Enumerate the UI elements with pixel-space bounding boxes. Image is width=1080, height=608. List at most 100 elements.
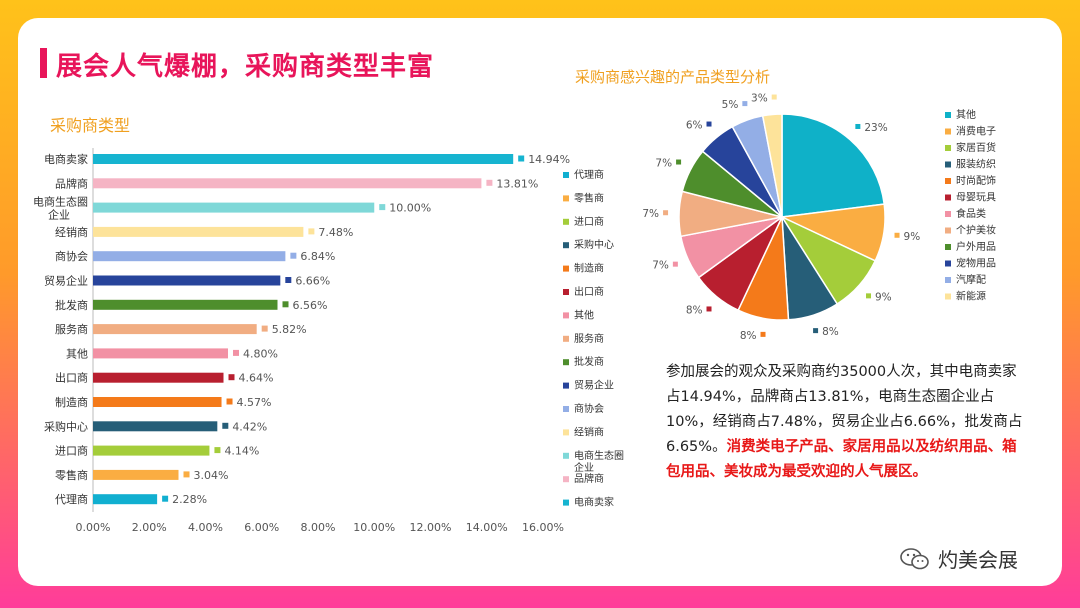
pie-value-label-4: 8% [822,326,839,338]
bar-legend-label-3: 进口商 [574,215,604,228]
pie-label-marker-5 [760,331,766,337]
bar-value-label-2: 13.81% [496,177,538,190]
bar-legend-label-7: 其他 [574,308,594,321]
bar-legend-swatch-4 [563,242,569,249]
bar-legend-swatch-2 [563,195,569,202]
bar-category-label-3: 电商生态圈 [33,195,88,209]
bar-value-marker-10 [228,374,235,381]
bar-category-label-13: 进口商 [55,444,88,458]
pie-label-marker-12 [771,94,777,100]
pie-legend-label-5: 时尚配饰 [956,174,996,187]
pie-label-marker-3 [866,293,872,299]
bar-legend-label-10: 贸易企业 [574,379,614,392]
bar-value-label-9: 4.80% [243,347,278,360]
bar-12 [93,421,218,432]
bar-x-tick-1: 2.00% [132,521,167,534]
bar-legend-label-4: 采购中心 [574,238,614,251]
bar-5 [93,251,286,262]
bar-legend-swatch-1 [563,172,569,178]
bar-category-label-7: 批发商 [55,298,88,312]
bar-legend-swatch-15 [563,499,569,506]
bar-x-tick-3: 6.00% [244,521,279,534]
bar-legend-label-8: 服务商 [574,332,604,345]
bar-legend-swatch-11 [563,406,569,412]
pie-value-label-7: 7% [652,260,669,272]
bar-x-tick-7: 14.00% [466,521,508,534]
pie-value-label-3: 9% [875,291,892,303]
bar-13 [93,445,210,456]
pie-label-marker-7 [672,261,678,267]
pie-legend-swatch-3 [945,145,951,151]
bar-legend-label-14: 品牌商 [574,472,604,485]
pie-legend-label-7: 食品类 [956,207,986,220]
bar-value-marker-6 [285,277,292,283]
bar-category-label-5: 商协会 [55,249,88,263]
bar-legend-swatch-14 [563,476,569,483]
title-accent-bar [40,48,47,78]
bar-category-label-14: 零售商 [55,468,88,482]
pie-label-marker-1 [855,123,861,129]
bar-1 [93,154,514,164]
pie-label-marker-6 [706,306,712,312]
bar-value-label-4: 7.48% [318,226,353,239]
bar-category-label-9: 其他 [66,347,88,360]
bar-10 [93,372,224,383]
bar-3 [93,202,375,213]
pie-legend-swatch-8 [945,227,951,234]
bar-value-marker-11 [226,398,233,405]
bar-chart-title: 采购商类型 [50,116,131,135]
bar-legend-label-6: 出口商 [574,285,604,298]
bar-value-label-13: 4.14% [224,445,259,458]
bar-legend-label-1: 代理商 [574,168,604,181]
bar-legend-swatch-10 [563,382,569,389]
bar-legend-swatch-6 [563,289,569,295]
bar-value-label-14: 3.04% [194,469,229,482]
bar-7 [93,299,278,310]
description-text: 参加展会的观众及采购商约35000人次，其中电商卖家占14.94%，品牌商占13… [666,360,1026,485]
bar-legend-label-13: 电商生态圈 [574,449,624,462]
bar-value-marker-3 [379,204,386,211]
bar-8 [93,324,257,335]
pie-legend-swatch-11 [945,277,951,283]
pie-legend-label-2: 消费电子 [956,125,996,138]
bar-4 [93,226,304,237]
pie-label-marker-8 [663,210,669,216]
bar-value-marker-7 [282,301,289,308]
pie-legend-label-8: 个护美妆 [956,224,996,237]
pie-slice-1 [781,113,886,218]
pie-legend-swatch-7 [945,211,951,217]
description-normal: 参加展会的观众及采购商约35000人次，其中电商卖家占14.94%，品牌商占13… [666,364,1023,455]
pie-chart-title: 采购商感兴趣的产品类型分析 [575,68,771,86]
bar-x-tick-0: 0.00% [76,521,111,534]
bar-legend-swatch-12 [563,429,569,436]
bar-value-label-12: 4.42% [232,420,267,433]
bar-category-label-4: 经销商 [55,225,88,239]
bar-value-label-1: 14.94% [528,153,570,166]
pie-legend-swatch-5 [945,178,951,184]
bar-value-label-10: 4.64% [239,372,274,385]
pie-legend-swatch-10 [945,260,951,267]
bar-value-label-6: 6.66% [295,275,330,288]
bar-legend-swatch-13 [563,452,569,459]
pie-value-label-6: 8% [686,304,703,316]
pie-legend-swatch-4 [945,161,951,168]
page-title: 展会人气爆棚，采购商类型丰富 [56,52,435,82]
bar-legend-swatch-5 [563,265,569,272]
bar-x-tick-2: 4.00% [188,521,223,534]
pie-label-marker-4 [813,328,819,334]
bar-legend-label-13-cont: 企业 [574,461,594,474]
bar-x-tick-6: 12.00% [410,521,452,534]
bar-value-label-8: 5.82% [272,323,307,336]
bar-value-marker-4 [308,228,315,235]
pie-value-label-8: 7% [642,208,659,220]
bar-value-marker-8 [261,325,268,332]
pie-label-marker-10 [706,121,712,127]
pie-value-label-11: 5% [722,99,739,111]
bar-value-marker-2 [486,179,493,186]
pie-value-label-10: 6% [686,120,703,132]
pie-legend-swatch-9 [945,244,951,250]
bar-category-label-8: 服务商 [55,322,88,336]
bar-legend-label-9: 批发商 [574,355,604,368]
bar-15 [93,494,158,505]
pie-legend-label-10: 宠物用品 [956,257,996,270]
